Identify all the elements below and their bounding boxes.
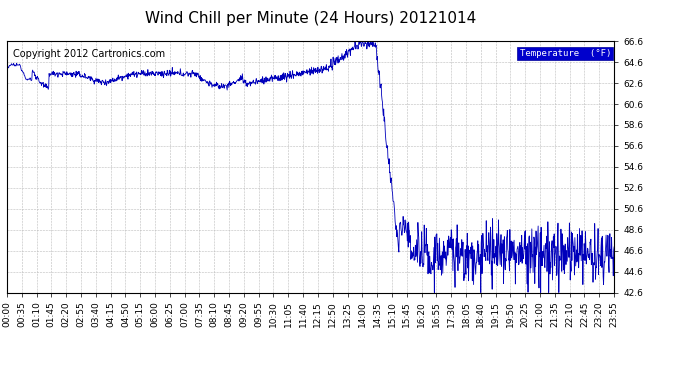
Text: Copyright 2012 Cartronics.com: Copyright 2012 Cartronics.com — [13, 49, 165, 59]
Text: Temperature  (°F): Temperature (°F) — [520, 49, 611, 58]
Text: Wind Chill per Minute (24 Hours) 20121014: Wind Chill per Minute (24 Hours) 2012101… — [145, 11, 476, 26]
